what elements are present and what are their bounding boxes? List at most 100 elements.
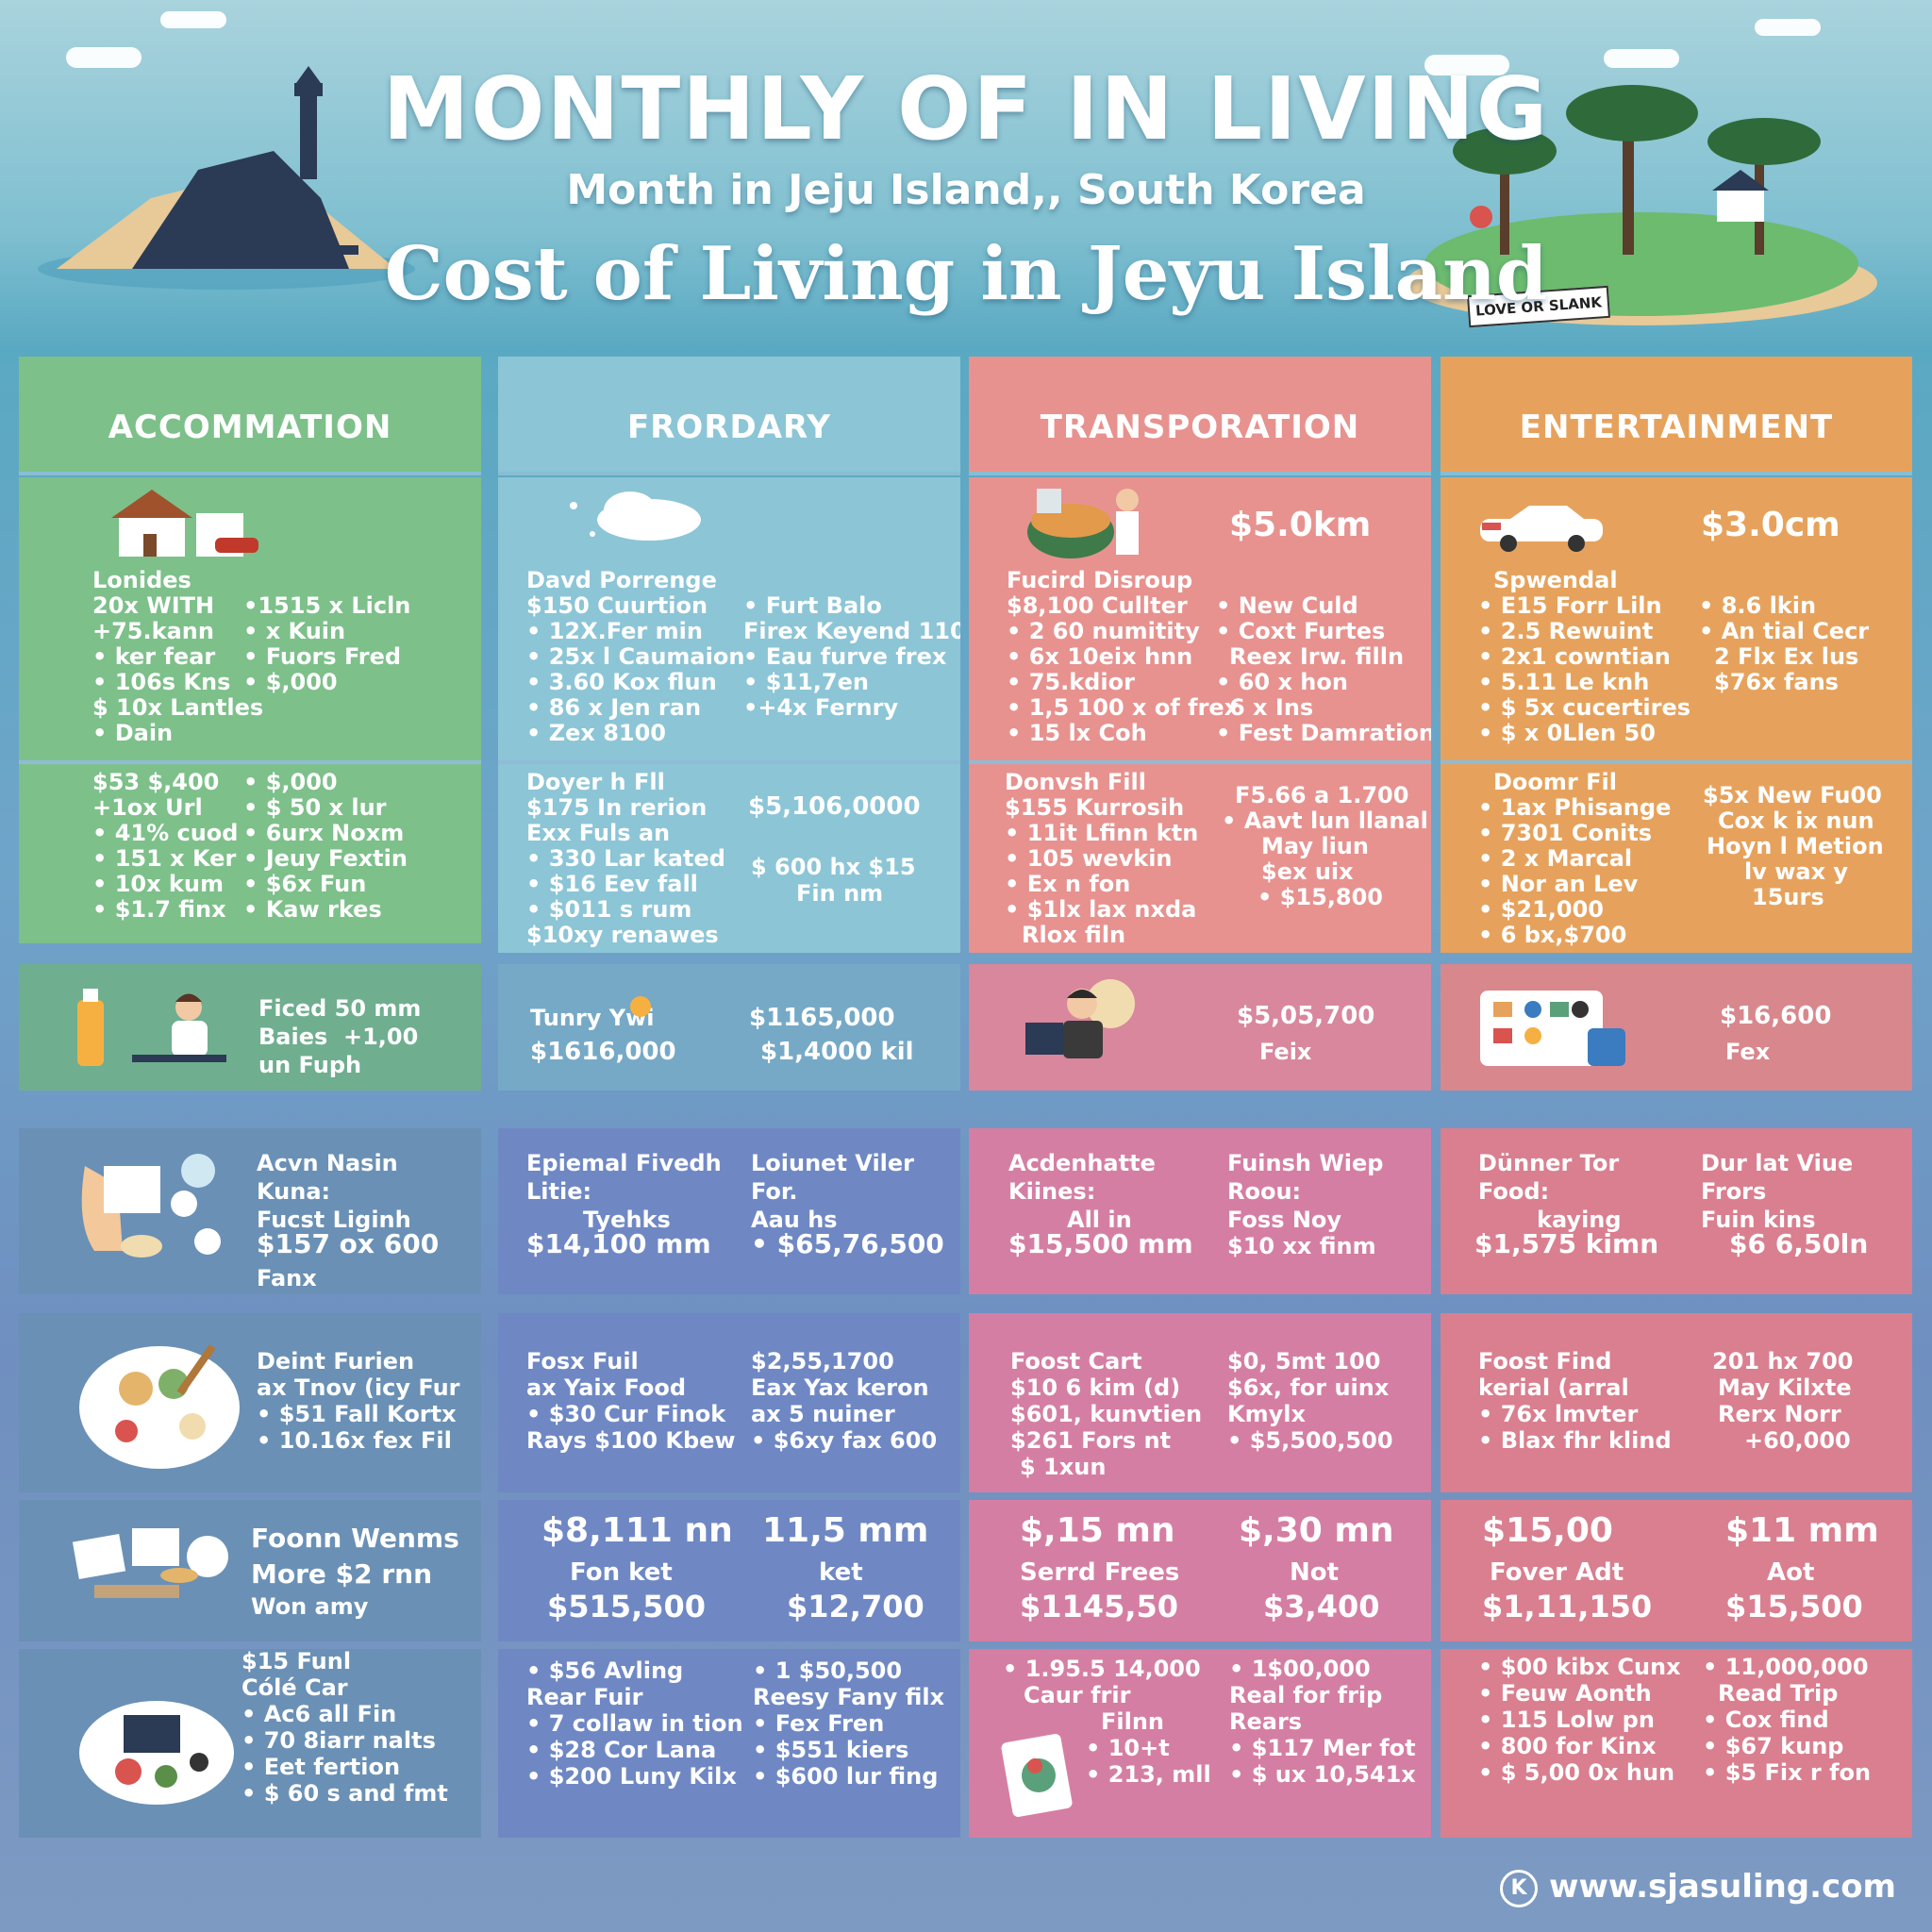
cost-line: • 7 collaw in tion — [526, 1710, 743, 1737]
header: LOVE OR SLANK MONTHLY OF IN LIVING Month… — [0, 0, 1932, 349]
cost-line: Won amy — [251, 1593, 369, 1620]
cost-line: • 10x kum — [92, 871, 224, 897]
cost-line: +60,000 — [1744, 1427, 1851, 1454]
cloud-icon — [66, 47, 142, 68]
cost-line: • An tial Cecr — [1699, 618, 1870, 644]
cost-line: Fanx — [257, 1265, 317, 1291]
block-heading: Lonides — [92, 567, 192, 593]
cost-line: Not — [1290, 1558, 1340, 1587]
cost-line: Rays $100 Kbew — [526, 1427, 736, 1454]
entertainment-block-d: Dünner Tor Food: kaying $1,575 kimn Dur … — [1441, 1128, 1912, 1294]
divider — [19, 472, 481, 475]
cost-line: • Zex 8100 — [526, 720, 667, 746]
cost-line: 2 Flx Ex lus — [1714, 643, 1859, 670]
cloud-icon — [1424, 55, 1509, 75]
column-title: TRANSPORATION — [1040, 408, 1360, 446]
cost-line: • 41% cuod — [92, 820, 239, 846]
cost-line: Filnn — [1101, 1708, 1165, 1735]
cloud-icon — [1604, 49, 1679, 68]
cost-line: Eax Yax keron — [751, 1374, 929, 1401]
cost-line: • 1.95.5 14,000 — [1003, 1656, 1201, 1682]
cost-line: • 60 x hon — [1216, 669, 1348, 695]
divider — [498, 760, 960, 764]
cost-line: $6x, for uinx — [1227, 1374, 1390, 1401]
column-header: ACCOMMATION — [19, 357, 481, 472]
cost-line: $53 $,400 — [92, 769, 220, 795]
accommodation-block-d: Acvn Nasin Kuna: Fucst Liginh $157 ox 60… — [19, 1128, 481, 1294]
cost-line: Fuinsh Wiep — [1227, 1150, 1384, 1176]
cost-line: ax Tnov (icy Fur — [257, 1374, 460, 1401]
cost-line: Acdenhatte — [1008, 1150, 1156, 1176]
brand-logo-icon: K — [1500, 1869, 1539, 1907]
cost-line: Cólé Car — [242, 1674, 348, 1701]
divider — [1441, 472, 1912, 475]
cost-line: Rears — [1229, 1708, 1303, 1735]
cost-line: • 11,000,000 — [1703, 1654, 1869, 1680]
cost-value: 11,5 mm — [762, 1511, 929, 1550]
cost-value: $1,11,150 — [1482, 1589, 1653, 1624]
cost-line: Aot — [1767, 1558, 1815, 1587]
cost-line: • $67 kunp — [1703, 1733, 1844, 1759]
cost-line: • Ex n fon — [1005, 871, 1131, 897]
cost-line: Exx Fuls an — [526, 820, 671, 846]
cost-line: • $011 s rum — [526, 896, 692, 923]
cost-line: • 800 for Kinx — [1478, 1733, 1657, 1759]
lighthouse-island-icon — [38, 66, 415, 290]
cost-line: • 5.11 Le knh — [1478, 669, 1650, 695]
cost-line: Reesy Fany filx — [753, 1684, 945, 1710]
cost-line: 20x WITH — [92, 592, 215, 619]
divider — [969, 760, 1431, 764]
entertainment-block-g: • $00 kibx Cunx • Feuw Aonth • 115 Lolw … — [1441, 1649, 1912, 1838]
cost-line: • 25x l Caumaion — [526, 643, 745, 670]
cost-line: Rlox filn — [1022, 922, 1126, 948]
cost-line: Fover Adt — [1490, 1558, 1624, 1587]
cost-line: $5x New Fu00 — [1703, 782, 1882, 808]
cost-line: • 75.kdior — [1007, 669, 1135, 695]
cost-line: Kuna: — [257, 1178, 331, 1205]
cost-line: • $551 kiers — [753, 1737, 909, 1763]
cost-value: $8,111 nn — [541, 1511, 733, 1550]
cost-line: • 115 Lolw pn — [1478, 1707, 1655, 1733]
cost-line: • $,000 — [243, 669, 338, 695]
cost-value: $12,700 — [787, 1589, 924, 1624]
cost-line: • $11,7en — [743, 669, 869, 695]
cost-line: • 15 lx Coh — [1007, 720, 1147, 746]
cost-line: • 1,5 100 x of frex — [1007, 694, 1240, 721]
cost-line: $ 10x Lantles — [92, 694, 264, 721]
cost-line: • Fuors Fred — [243, 643, 402, 670]
cost-line: Foonn Wenms — [251, 1523, 459, 1554]
cost-line: • $1lx lax nxda — [1005, 896, 1197, 923]
cost-line: • 12X.Fer min — [526, 618, 703, 644]
cost-line: $155 Kurrosih — [1005, 794, 1185, 821]
cost-line: • $117 Mer fot — [1229, 1735, 1416, 1761]
cost-line: • 3.60 Kox flun — [526, 669, 717, 695]
cost-line: Real for frip — [1229, 1682, 1383, 1708]
footer-url[interactable]: www.sjasuling.com — [1549, 1868, 1896, 1906]
cost-line: Doomr Fil — [1493, 769, 1617, 795]
transportation-block-b: Donvsh Fill $155 Kurrosih • 11it Lfinn k… — [969, 764, 1431, 953]
cost-line: • New Culd — [1216, 592, 1358, 619]
cost-line: Firex Keyend 110 — [743, 618, 960, 644]
cost-line: • $ x 0Llen 50 — [1478, 720, 1656, 746]
cost-line: Tyehks — [583, 1207, 671, 1233]
cost-line: $261 Fors nt — [1010, 1427, 1172, 1454]
cost-line: For. — [751, 1178, 798, 1205]
column-header: TRANSPORATION — [969, 357, 1431, 472]
entertainment-price: $3.0cm — [1701, 506, 1840, 544]
cloud-icon — [570, 491, 701, 541]
cost-value: $1165,000 — [749, 1004, 895, 1032]
activities-board-icon — [1480, 991, 1625, 1066]
cost-line: • 2 x Marcal — [1478, 845, 1633, 872]
cost-line: Fosx Fuil — [526, 1348, 639, 1374]
cost-line: Food: — [1478, 1178, 1550, 1205]
cost-line: $2,55,1700 — [751, 1348, 894, 1374]
cost-line: • 2x1 cowntian — [1478, 643, 1671, 670]
person-computer-icon — [1025, 979, 1135, 1058]
cost-line: • 2.5 Rewuint — [1478, 618, 1654, 644]
cost-value: $,15 mn — [1020, 1511, 1175, 1550]
cost-line: • ker fear — [92, 643, 216, 670]
block-heading: Spwendal — [1493, 567, 1618, 593]
cost-line: • $1.7 finx — [92, 896, 226, 923]
cost-line: Aau hs — [751, 1207, 838, 1233]
